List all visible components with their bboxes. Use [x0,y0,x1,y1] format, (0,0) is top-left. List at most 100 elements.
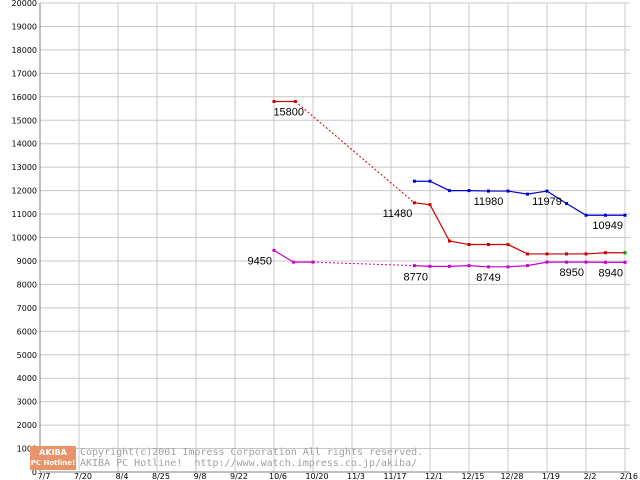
data-label: 9450 [248,255,272,267]
series-point [412,264,416,268]
series-point [545,189,549,193]
series-point [506,189,510,193]
series-line-solid [414,180,625,216]
y-tick-label: 12000 [12,187,37,196]
series-point [428,179,432,183]
series-point [412,179,416,183]
x-tick-label: 7/7 [38,472,51,480]
series-point [448,239,451,243]
y-tick-label: 15000 [12,116,37,125]
y-tick-label: 4000 [17,374,37,383]
y-tick-label: 11000 [12,210,37,219]
y-tick-label: 7000 [17,304,37,313]
series-point [604,251,607,255]
y-tick-label: 0 [32,468,37,477]
series-point [545,260,549,264]
series-point [506,265,510,269]
series-point [526,264,529,268]
data-label: 8940 [599,267,623,279]
series-point [487,189,490,193]
x-axis-tick-labels: 7/7 7/20 8/4 8/25 9/8 9/22 10/6 10/20 11/3 11/17 1… [38,472,638,480]
data-label: 10949 [592,220,623,232]
data-label: 8950 [560,267,584,279]
series-point [487,265,490,269]
x-tick-label: 9/8 [194,472,207,480]
series-point [467,243,471,247]
series-point [292,260,295,264]
site-url-watermark: AKIBA PC Hotline! http://www.watch.impre… [80,458,418,469]
y-tick-label: 13000 [12,163,37,172]
series-point [565,201,568,205]
y-tick-label: 19000 [12,22,37,31]
y-tick-label: 3000 [17,398,37,407]
series-end-point [623,251,627,255]
series-line-solid [273,249,313,263]
x-tick-label: 12/28 [500,472,523,480]
series-point [467,264,471,268]
x-tick-label: 2/2 [584,472,597,480]
chart-axes [39,3,630,473]
x-tick-label: 12/15 [461,472,484,480]
data-label: 11979 [532,196,562,208]
series-point [604,213,607,217]
series-lines [272,99,627,269]
series-point [604,260,607,264]
y-axis-tick-labels: 0 1000 2000 3000 4000 5000 6000 7000 8000 9000 100… [12,0,37,477]
y-tick-label: 1000 [17,445,37,454]
series-line-solid [414,261,625,268]
data-label: 11980 [474,196,504,208]
x-tick-label: 10/20 [305,472,328,480]
series-0 [272,99,627,256]
data-label: 8749 [476,272,500,284]
copyright-watermark: Copyright(c)2001 Impress Corporation All… [80,447,424,458]
y-tick-label: 18000 [12,46,37,55]
series-point [428,203,432,207]
series-point [584,260,588,264]
y-tick-label: 2000 [17,421,37,430]
series-point [623,213,627,217]
data-label: 15800 [273,106,304,118]
series-point [467,189,471,193]
series-line-dashed [312,261,415,267]
x-tick-label: 9/22 [230,472,248,480]
x-tick-label: 7/20 [74,472,92,480]
x-tick-label: 10/6 [269,472,287,480]
series-1 [412,179,627,217]
series-point [487,243,490,247]
x-tick-label: 8/25 [152,472,170,480]
y-tick-label: 5000 [17,351,37,360]
series-point [448,189,451,193]
akiba-logo-badge: AKIBA PC Hotline! [30,446,76,470]
y-tick-label: 20000 [12,0,37,8]
series-point [272,248,276,252]
series-point [565,252,568,256]
x-tick-label: 2/16 [620,472,638,480]
series-point [448,264,451,268]
x-tick-label: 12/1 [425,472,443,480]
series-point [623,260,627,264]
series-point [272,99,276,103]
series-point [526,252,529,256]
series-point [565,260,568,264]
series-point [506,243,510,247]
badge-bottom-text: PC Hotline! [30,459,76,467]
data-labels: 15800 11480 11980 11979 10949 9450 8770 8749 895… [248,106,623,283]
x-tick-label: 1/19 [542,472,560,480]
series-point [526,192,529,196]
y-tick-label: 14000 [12,140,37,149]
badge-top-text: AKIBA [39,448,67,457]
y-tick-label: 16000 [12,93,37,102]
x-tick-label: 8/4 [116,472,129,480]
y-tick-label: 10000 [12,234,37,243]
series-line-solid [414,202,625,255]
data-label: 11480 [383,208,413,220]
x-tick-label: 11/17 [383,472,406,480]
y-tick-label: 17000 [12,69,37,78]
data-label: 8770 [404,271,428,283]
series-point [584,213,588,217]
series-point [428,264,432,268]
y-tick-label: 9000 [17,257,37,266]
series-point [584,252,588,256]
x-tick-label: 11/3 [347,472,365,480]
